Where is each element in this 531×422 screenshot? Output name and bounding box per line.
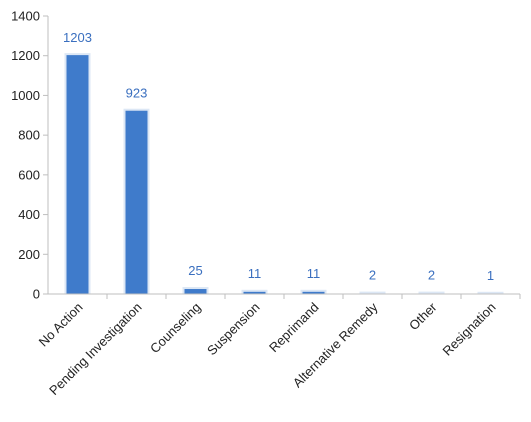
data-labels-group: 1203 923 25 11 11 2 2 1 bbox=[63, 30, 494, 283]
y-tick-label: 800 bbox=[18, 128, 40, 143]
x-category-label: Suspension bbox=[204, 300, 263, 359]
y-axis: 0 200 400 600 800 1000 1200 1400 bbox=[11, 9, 49, 302]
data-label: 1203 bbox=[63, 30, 92, 45]
x-category-label: Reprimand bbox=[266, 300, 322, 356]
y-tick-label: 400 bbox=[18, 207, 40, 222]
data-label: 25 bbox=[188, 263, 202, 278]
y-tick-label: 200 bbox=[18, 247, 40, 262]
x-category-label: Counseling bbox=[147, 300, 204, 357]
bar bbox=[66, 55, 89, 294]
y-tick-label: 1200 bbox=[11, 48, 40, 63]
bar bbox=[125, 110, 148, 295]
y-tick-label: 0 bbox=[33, 287, 40, 302]
bars-group bbox=[64, 53, 504, 295]
bar-glow bbox=[477, 291, 504, 294]
x-category-label: No Action bbox=[36, 300, 86, 350]
bar-glow bbox=[418, 291, 445, 294]
bar bbox=[243, 291, 266, 294]
y-tick-label: 1400 bbox=[11, 9, 40, 24]
data-label: 1 bbox=[487, 268, 494, 283]
data-label: 11 bbox=[248, 266, 262, 281]
data-label: 2 bbox=[369, 268, 376, 283]
bar bbox=[184, 289, 207, 294]
bar-glow bbox=[359, 291, 386, 294]
x-category-label: Resignation bbox=[439, 300, 498, 359]
bar bbox=[302, 291, 325, 294]
data-label: 11 bbox=[307, 266, 321, 281]
y-tick-label: 600 bbox=[18, 167, 40, 182]
y-tick-label: 1000 bbox=[11, 88, 40, 103]
data-label: 923 bbox=[126, 86, 148, 101]
data-label: 2 bbox=[428, 268, 435, 283]
x-category-label: Other bbox=[406, 299, 440, 333]
